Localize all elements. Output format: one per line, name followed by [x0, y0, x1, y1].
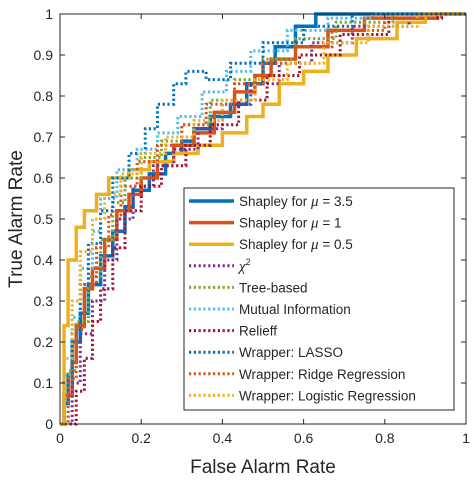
y-tick-label: 0.9 [34, 47, 54, 63]
y-tick-label: 0.6 [34, 170, 54, 186]
legend-label-symbol: μ [310, 194, 319, 210]
legend-label: Tree-based [239, 280, 308, 295]
legend-label: χ2 [237, 257, 251, 275]
legend-label-prefix: Shapley for [239, 237, 311, 252]
legend-label-symbol: χ [237, 259, 246, 275]
x-axis-label: False Alarm Rate [190, 457, 336, 478]
legend-label: Shapley for μ = 3.5 [239, 194, 353, 210]
x-tick-label: 1 [462, 430, 470, 446]
y-tick-label: 0.5 [34, 211, 54, 227]
y-tick-label: 0.7 [34, 129, 54, 145]
legend-label-prefix: Shapley for [239, 194, 311, 209]
legend-label-prefix: Shapley for [239, 216, 311, 231]
legend-label: Shapley for μ = 1 [239, 216, 341, 232]
y-tick-label: 0 [45, 416, 53, 432]
series-line-3 [60, 12, 466, 426]
legend-label: Mutual Information [239, 302, 351, 317]
legend-label: Wrapper: Ridge Regression [239, 367, 405, 382]
legend-label: Relieff [239, 324, 277, 339]
legend-label: Shapley for μ = 0.5 [239, 237, 353, 253]
series-layer [60, 12, 466, 426]
legend-label: Wrapper: Logistic Regression [239, 388, 416, 403]
series-line-10 [60, 12, 466, 426]
series-line-5 [60, 12, 466, 426]
x-tick-label: 0.4 [213, 430, 233, 446]
series-line-8 [60, 12, 466, 426]
y-tick-label: 0.2 [34, 334, 54, 350]
x-tick-label: 0.2 [131, 430, 151, 446]
series-line-9 [60, 12, 466, 426]
legend-label-suffix: = 1 [319, 216, 342, 231]
ticks-layer: 0 0.2 0.4 0.6 0.8 1 0 0.1 0.2 0.3 0.4 0.5 0.6 0.7 0.8 0… [34, 6, 471, 446]
y-tick-label: 0.3 [34, 293, 54, 309]
y-tick-label: 0.8 [34, 88, 54, 104]
legend-label-symbol: μ [310, 237, 319, 253]
legend-label: Wrapper: LASSO [239, 345, 343, 360]
y-tick-label: 0.1 [34, 375, 54, 391]
y-tick-label: 1 [45, 6, 53, 22]
series-line-7 [60, 12, 466, 426]
x-tick-label: 0 [56, 430, 64, 446]
x-tick-label: 0.8 [375, 430, 395, 446]
y-tick-label: 0.4 [34, 252, 54, 268]
legend-label-superscript: 2 [246, 257, 251, 267]
x-tick-label: 0.6 [294, 430, 314, 446]
legend-label-symbol: μ [310, 216, 319, 232]
legend-label-suffix: = 3.5 [319, 194, 353, 209]
y-axis-label: True Alarm Rate [6, 150, 27, 288]
legend-label-suffix: = 0.5 [319, 237, 353, 252]
